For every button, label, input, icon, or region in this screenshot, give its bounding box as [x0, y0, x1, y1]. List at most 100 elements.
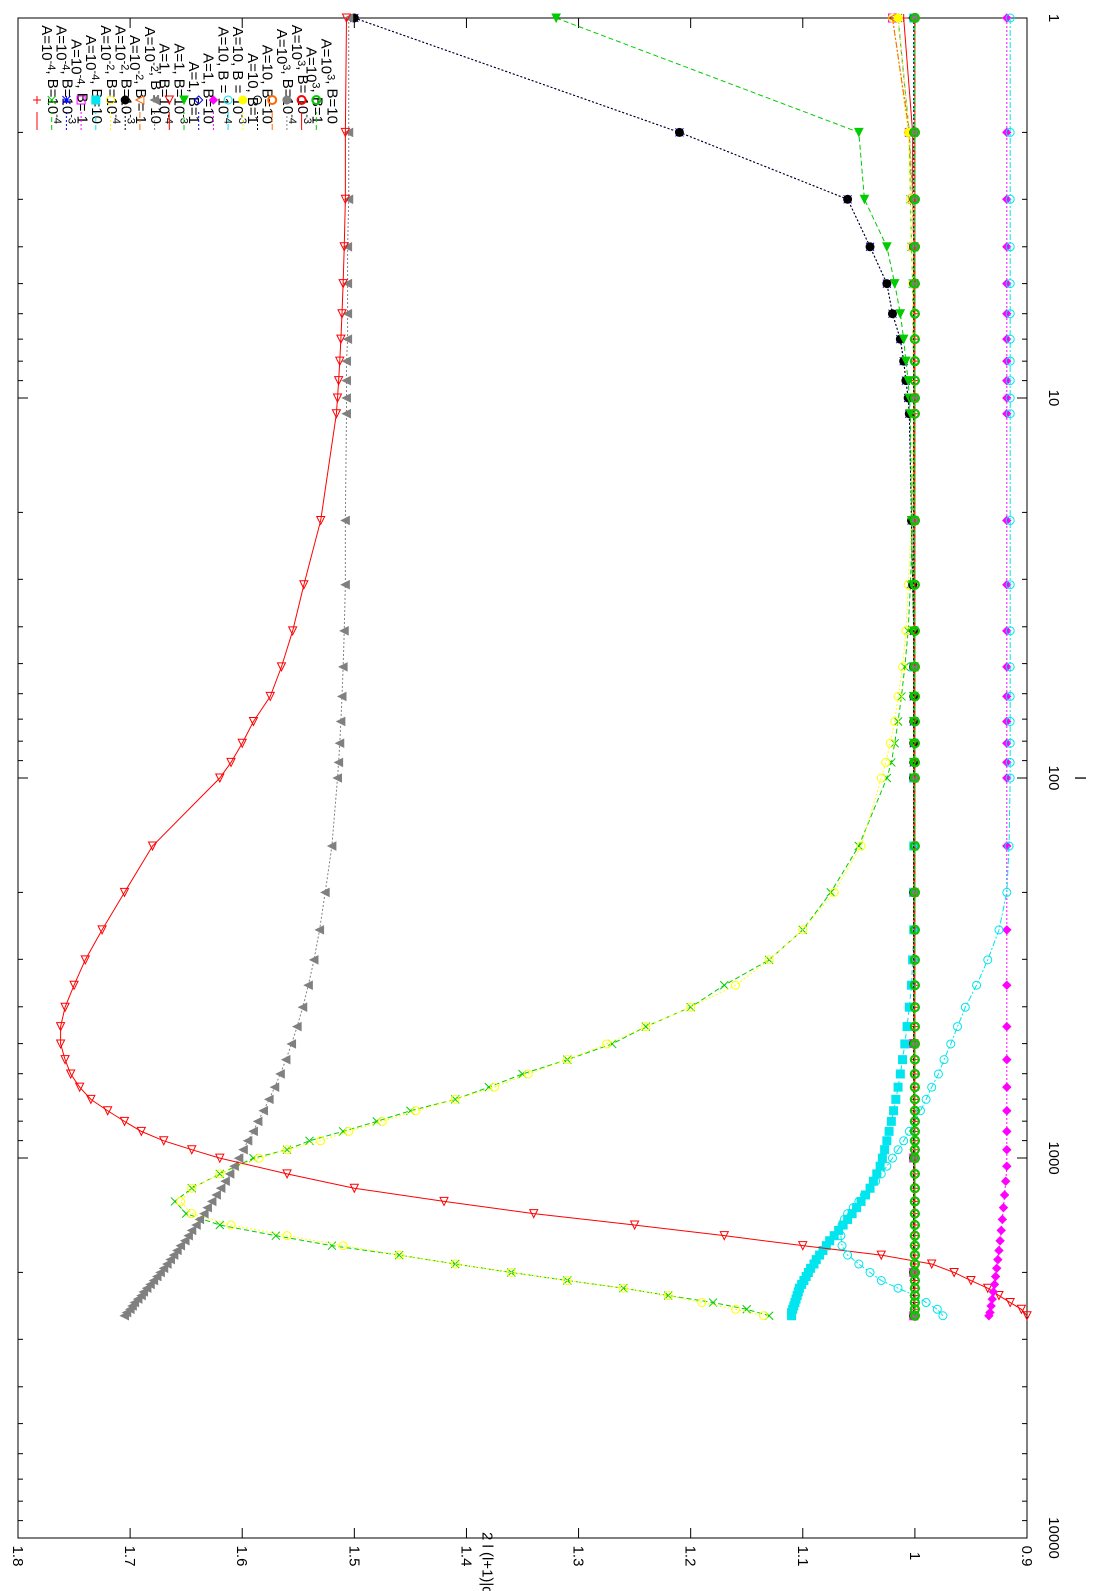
y-tick-label: 1: [906, 1552, 923, 1560]
data-point: [1002, 356, 1012, 366]
data-point: [342, 278, 353, 289]
data-point: [848, 1203, 858, 1213]
data-point: [909, 661, 920, 672]
data-point: [909, 841, 920, 852]
data-point: [147, 841, 158, 852]
data-point: [1005, 393, 1015, 403]
legend-label: A=10, B = 10-3: [229, 27, 248, 124]
data-point: [315, 515, 326, 526]
data-point: [1005, 662, 1015, 672]
data-point: [881, 757, 891, 767]
data-point: [843, 1250, 853, 1260]
data-point: [797, 1241, 808, 1251]
data-point: [909, 241, 920, 252]
data-point: [1005, 1298, 1015, 1308]
data-point: [119, 887, 130, 898]
data-point: [909, 980, 920, 991]
data-point: [1002, 738, 1012, 748]
data-point: [887, 309, 897, 319]
data-point: [252, 1116, 263, 1127]
legend-entry: A=10, B = 10-3: [223, 27, 248, 130]
series-10: [55, 13, 1032, 1321]
y-tick-label: 1.4: [457, 1546, 474, 1567]
data-point: [994, 1245, 1004, 1256]
data-point: [253, 95, 262, 105]
data-point: [884, 1126, 894, 1136]
data-point: [898, 334, 909, 345]
series-line: [174, 17, 915, 1317]
data-point: [921, 1094, 931, 1104]
data-point: [742, 1304, 752, 1314]
data-point: [882, 1136, 892, 1146]
data-point: [276, 662, 287, 672]
data-point: [898, 662, 908, 672]
series-3: [349, 13, 919, 783]
data-point: [909, 1196, 920, 1207]
data-point: [909, 757, 920, 768]
data-point: [618, 1283, 628, 1293]
data-point: [282, 1231, 292, 1241]
data-point: [187, 1209, 197, 1219]
data-point: [55, 1022, 66, 1032]
data-point: [411, 1106, 421, 1116]
y-tick-label: 1.1: [794, 1546, 811, 1567]
data-point: [909, 1208, 920, 1219]
data-point: [187, 1183, 197, 1193]
data-point: [909, 194, 920, 205]
data-point: [334, 356, 345, 367]
data-point: [909, 773, 920, 783]
data-point: [865, 1267, 875, 1277]
x-tick-label: 100: [1045, 765, 1062, 790]
data-point: [719, 1231, 730, 1241]
series-line: [179, 17, 915, 1317]
data-point: [1002, 308, 1012, 319]
data-point: [856, 841, 866, 851]
data-point: [859, 194, 870, 205]
data-point: [902, 1022, 912, 1032]
data-point: [214, 1153, 225, 1164]
data-point: [909, 1304, 920, 1315]
data-point: [927, 1082, 937, 1092]
data-point: [489, 1082, 499, 1092]
data-point: [909, 738, 920, 749]
data-point: [450, 1259, 460, 1269]
data-point: [893, 1283, 903, 1293]
data-point: [909, 1116, 920, 1127]
data-point: [65, 1069, 76, 1080]
legend-entry: A=1, B=1: [179, 61, 202, 130]
data-point: [909, 127, 920, 138]
data-point: [1002, 1145, 1012, 1155]
data-point: [1005, 309, 1015, 319]
legend-entry: A=10, B = 10-4: [208, 27, 233, 130]
legend-entry: A=103, B=10-4: [267, 29, 298, 130]
data-point: [60, 1002, 70, 1013]
data-point: [215, 1169, 225, 1179]
data-point: [629, 1220, 640, 1231]
data-point: [238, 95, 248, 105]
data-point: [506, 1267, 516, 1277]
data-point: [193, 95, 204, 105]
data-point: [335, 716, 346, 727]
data-point: [1002, 1082, 1012, 1092]
data-point: [233, 1153, 244, 1163]
data-point: [320, 887, 330, 898]
legend-entry: A=10-2, B=10-3: [106, 25, 137, 130]
data-point: [886, 1116, 896, 1126]
data-point: [254, 1153, 264, 1163]
legend-label: A=103, B=10-4: [273, 29, 298, 124]
data-point: [215, 1220, 225, 1230]
data-point: [349, 1183, 360, 1194]
legend-label: A=103, B=10: [317, 39, 340, 124]
data-point: [909, 691, 920, 702]
data-point: [909, 408, 920, 419]
data-point: [342, 334, 353, 344]
data-point: [331, 409, 342, 419]
data-point: [1005, 376, 1015, 386]
data-point: [248, 716, 259, 727]
data-point: [909, 954, 920, 965]
data-point: [1002, 13, 1012, 23]
data-point: [909, 1082, 920, 1093]
data-point: [303, 980, 313, 991]
